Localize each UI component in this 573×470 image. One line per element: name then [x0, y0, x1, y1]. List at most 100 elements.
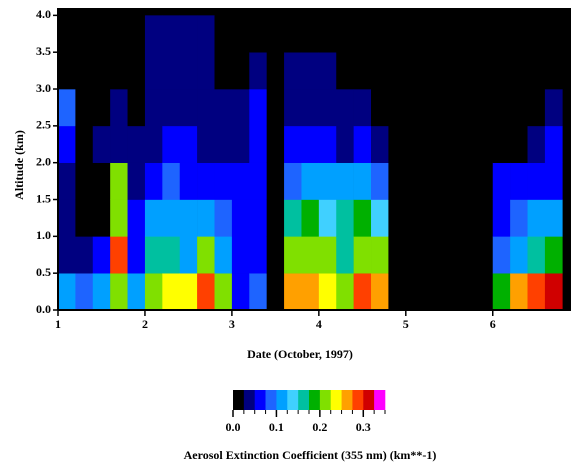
heatmap-cell [336, 273, 354, 311]
heatmap-cell [405, 15, 424, 53]
heatmap-cell [544, 162, 563, 200]
heatmap-cell [284, 89, 302, 127]
y-tick-label: 3.0 [36, 81, 51, 95]
heatmap-cell [423, 125, 441, 163]
heatmap-cell [197, 236, 215, 274]
heatmap-cell [388, 52, 407, 90]
heatmap-cell [318, 199, 337, 237]
heatmap-cell [75, 162, 94, 200]
heatmap-cell [58, 52, 76, 90]
heatmap-cell [544, 89, 563, 127]
heatmap-cell [144, 236, 163, 274]
heatmap-cell [284, 162, 302, 200]
heatmap-cell [179, 125, 198, 163]
heatmap-cell [527, 15, 546, 53]
heatmap-cell [127, 52, 146, 90]
heatmap-cell [110, 236, 128, 274]
heatmap-cell [266, 89, 285, 127]
heatmap-cell [110, 15, 128, 53]
heatmap-cell [353, 199, 372, 237]
heatmap-cell [197, 199, 215, 237]
heatmap-cell [527, 125, 546, 163]
heatmap-cell [127, 273, 146, 311]
heatmap-cell [301, 162, 320, 200]
heatmap-cell [440, 199, 459, 237]
colorbar-swatch [233, 390, 245, 410]
heatmap-cell [423, 52, 441, 90]
colorbar-tick-label: 0.2 [312, 420, 327, 434]
heatmap-cell [127, 125, 146, 163]
heatmap-cell [58, 125, 76, 163]
heatmap-cell [544, 273, 563, 311]
heatmap-cell [527, 52, 546, 90]
heatmap-cell [266, 162, 285, 200]
heatmap-cell [475, 89, 494, 127]
heatmap-cell [197, 52, 215, 90]
heatmap-cell [197, 89, 215, 127]
heatmap-cell [144, 15, 163, 53]
heatmap-cell [475, 125, 494, 163]
heatmap-cell [162, 273, 181, 311]
heatmap-cell [127, 162, 146, 200]
colorbar-swatch [309, 390, 321, 410]
colorbar-swatch [298, 390, 310, 410]
heatmap-cell [92, 236, 111, 274]
heatmap-cell [144, 89, 163, 127]
heatmap-cell [197, 125, 215, 163]
colorbar-label: Aerosol Extinction Coefficient (355 nm) … [184, 448, 437, 462]
heatmap-cell [492, 162, 511, 200]
heatmap-cell [371, 273, 389, 311]
heatmap-cell [457, 15, 476, 53]
heatmap-cell [214, 52, 233, 90]
heatmap-cell [492, 273, 511, 311]
x-tick-label: 4 [316, 317, 322, 331]
colorbar-tick-label: 0.0 [226, 420, 241, 434]
y-tick-label: 0.5 [36, 265, 51, 279]
heatmap-cell [266, 236, 285, 274]
heatmap-cell [110, 273, 128, 311]
heatmap-cell [371, 52, 389, 90]
heatmap-cell [162, 89, 181, 127]
heatmap-cell [249, 52, 267, 90]
heatmap-cell [92, 273, 111, 311]
y-tick-label: 2.5 [36, 118, 51, 132]
heatmap-cell [144, 273, 163, 311]
x-tick-label: 3 [229, 317, 235, 331]
heatmap-cell [336, 125, 354, 163]
heatmap-cell [492, 236, 511, 274]
heatmap-cell [492, 199, 511, 237]
heatmap-cell [214, 236, 233, 274]
heatmap-cell [249, 125, 267, 163]
heatmap-cell [110, 52, 128, 90]
heatmap-cell [527, 199, 546, 237]
heatmap-cell [336, 15, 354, 53]
heatmap-cell [371, 199, 389, 237]
heatmap-cell [371, 15, 389, 53]
heatmap-cell [388, 15, 407, 53]
heatmap-cell [510, 125, 528, 163]
heatmap-cell [492, 15, 511, 53]
heatmap-cell [75, 52, 94, 90]
heatmap-cell [92, 15, 111, 53]
heatmap-cell [231, 199, 250, 237]
heatmap-cell [405, 125, 424, 163]
heatmap-cell [58, 15, 76, 53]
heatmap-cell [249, 89, 267, 127]
heatmap-cell [92, 89, 111, 127]
heatmap-cell [92, 162, 111, 200]
heatmap-cell [336, 89, 354, 127]
heatmap-cell [127, 89, 146, 127]
heatmap-cell [527, 162, 546, 200]
heatmap-cell [318, 89, 337, 127]
heatmap-cell [353, 89, 372, 127]
heatmap-cell [144, 162, 163, 200]
heatmap-cell [110, 162, 128, 200]
y-tick-label: 0.0 [36, 302, 51, 316]
heatmap-cell [231, 236, 250, 274]
x-tick-label: 2 [142, 317, 148, 331]
heatmap-cell [423, 199, 441, 237]
x-tick-label: 1 [55, 317, 61, 331]
colorbar-swatch [374, 390, 386, 410]
